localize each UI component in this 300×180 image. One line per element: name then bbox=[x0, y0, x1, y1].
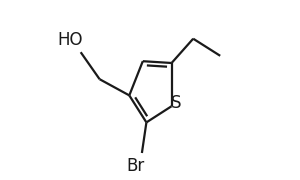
Text: HO: HO bbox=[57, 31, 83, 49]
Text: Br: Br bbox=[127, 157, 145, 175]
Text: S: S bbox=[171, 94, 181, 112]
